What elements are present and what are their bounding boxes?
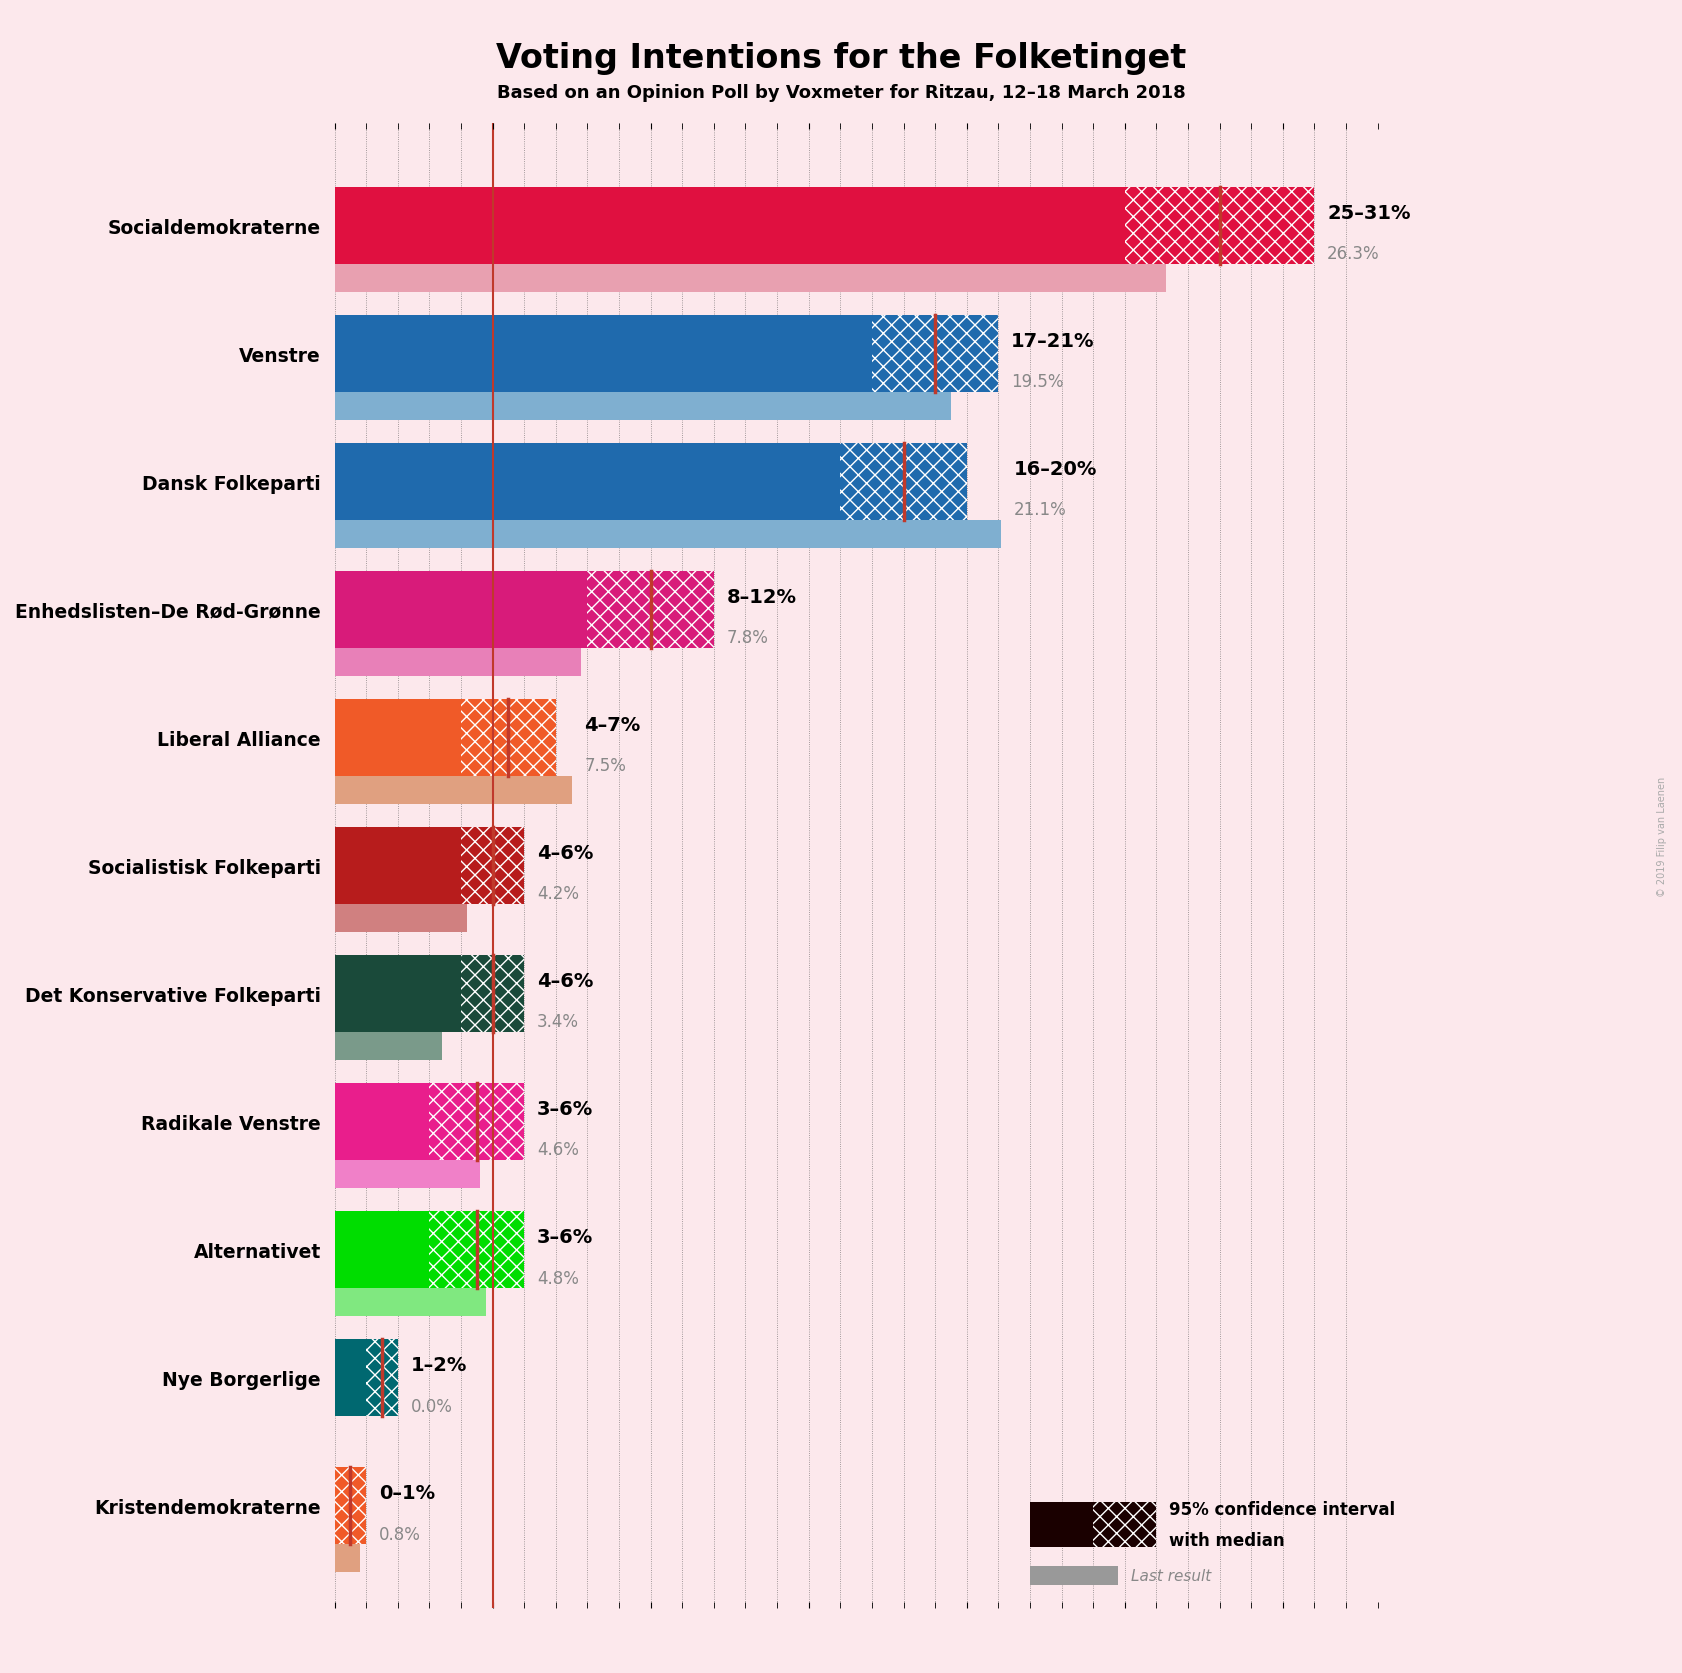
Bar <box>335 1084 429 1159</box>
Bar <box>461 828 525 903</box>
Text: 4–6%: 4–6% <box>537 843 594 863</box>
Text: 0–1%: 0–1% <box>378 1484 436 1502</box>
Text: 7.8%: 7.8% <box>727 629 769 647</box>
Text: 0.0%: 0.0% <box>410 1397 452 1415</box>
Bar <box>367 1338 399 1415</box>
Text: Based on an Opinion Poll by Voxmeter for Ritzau, 12–18 March 2018: Based on an Opinion Poll by Voxmeter for… <box>496 84 1186 102</box>
Text: with median: with median <box>1169 1531 1285 1549</box>
Bar <box>335 828 461 903</box>
Text: 7.5%: 7.5% <box>584 756 626 775</box>
Text: Voting Intentions for the Folketinget: Voting Intentions for the Folketinget <box>496 42 1186 75</box>
Text: 1–2%: 1–2% <box>410 1355 468 1374</box>
Bar <box>335 1467 367 1544</box>
Bar <box>335 1159 479 1188</box>
Text: 17–21%: 17–21% <box>1011 331 1095 351</box>
Bar <box>335 264 1166 293</box>
Bar <box>841 443 967 520</box>
Text: 3–6%: 3–6% <box>537 1228 594 1246</box>
Bar <box>871 316 999 393</box>
Text: 16–20%: 16–20% <box>1014 460 1098 478</box>
Text: 8–12%: 8–12% <box>727 587 797 607</box>
Text: 4–6%: 4–6% <box>537 972 594 990</box>
Text: 3–6%: 3–6% <box>537 1099 594 1118</box>
Text: 21.1%: 21.1% <box>1014 502 1066 519</box>
Text: 95% confidence interval: 95% confidence interval <box>1169 1501 1394 1519</box>
Bar <box>335 647 582 676</box>
Text: © 2019 Filip van Laenen: © 2019 Filip van Laenen <box>1657 776 1667 897</box>
Bar <box>335 1544 360 1573</box>
Bar <box>335 520 1001 549</box>
Text: 4.2%: 4.2% <box>537 885 579 903</box>
Bar <box>335 316 871 393</box>
Bar <box>461 955 525 1032</box>
Text: Last result: Last result <box>1130 1568 1211 1583</box>
Bar <box>335 1032 442 1061</box>
Bar <box>429 1084 525 1159</box>
Bar <box>335 776 572 805</box>
Bar <box>335 699 461 776</box>
Bar <box>1029 1566 1119 1586</box>
Bar <box>335 443 841 520</box>
Text: 4.6%: 4.6% <box>537 1141 579 1159</box>
Text: 0.8%: 0.8% <box>378 1524 420 1543</box>
Bar <box>335 187 1125 264</box>
Text: 4–7%: 4–7% <box>584 716 641 734</box>
Text: 4.8%: 4.8% <box>537 1268 579 1287</box>
Bar <box>335 1211 429 1288</box>
Bar <box>1093 1502 1156 1548</box>
Text: 25–31%: 25–31% <box>1327 204 1411 223</box>
Bar <box>335 393 950 420</box>
Bar <box>335 572 587 647</box>
Bar <box>1125 187 1314 264</box>
Bar <box>587 572 713 647</box>
Bar <box>335 903 468 932</box>
Text: 19.5%: 19.5% <box>1011 373 1063 391</box>
Bar <box>461 699 555 776</box>
Text: 3.4%: 3.4% <box>537 1012 579 1031</box>
Bar <box>1029 1502 1093 1548</box>
Bar <box>335 1288 486 1317</box>
Bar <box>429 1211 525 1288</box>
Bar <box>335 955 461 1032</box>
Text: 26.3%: 26.3% <box>1327 246 1379 263</box>
Bar <box>335 1338 367 1415</box>
